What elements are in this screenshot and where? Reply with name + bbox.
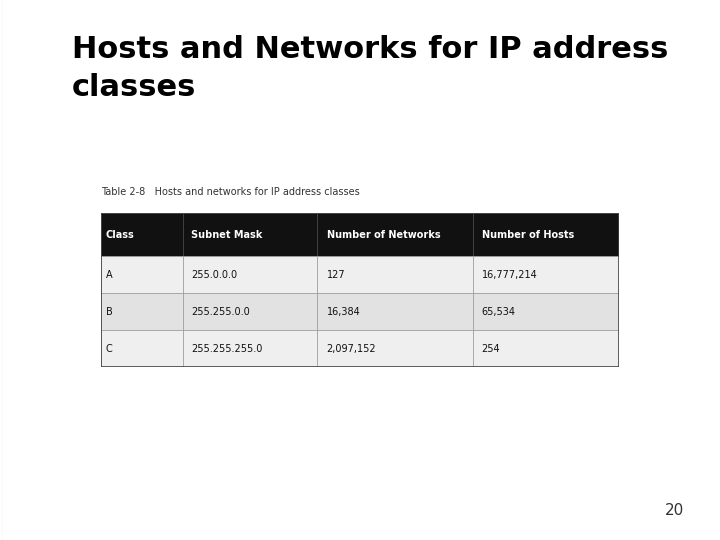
Bar — [318, 293, 473, 330]
Bar — [101, 293, 183, 330]
Bar — [183, 256, 318, 293]
Text: 127: 127 — [327, 270, 346, 280]
Text: Hosts and Networks for IP address: Hosts and Networks for IP address — [72, 35, 668, 64]
Text: B: B — [106, 307, 112, 317]
Bar — [101, 330, 183, 367]
Bar — [101, 213, 183, 256]
Bar — [318, 330, 473, 367]
Bar — [183, 330, 318, 367]
Text: Class: Class — [106, 230, 135, 240]
Text: 2,097,152: 2,097,152 — [327, 344, 377, 354]
Text: A: A — [106, 270, 112, 280]
Bar — [318, 256, 473, 293]
Text: Number of Hosts: Number of Hosts — [482, 230, 574, 240]
Bar — [101, 256, 183, 293]
Text: 255.255.255.0: 255.255.255.0 — [192, 344, 263, 354]
Text: 65,534: 65,534 — [482, 307, 516, 317]
Bar — [473, 256, 619, 293]
Text: 255.255.0.0: 255.255.0.0 — [192, 307, 250, 317]
Text: 16,384: 16,384 — [327, 307, 361, 317]
Text: 20: 20 — [665, 503, 684, 518]
Text: Number of Networks: Number of Networks — [327, 230, 440, 240]
Text: C: C — [106, 344, 112, 354]
Text: 16,777,214: 16,777,214 — [482, 270, 537, 280]
Text: 255.0.0.0: 255.0.0.0 — [192, 270, 238, 280]
Bar — [183, 293, 318, 330]
Bar — [473, 213, 619, 256]
Bar — [318, 213, 473, 256]
Text: Subnet Mask: Subnet Mask — [192, 230, 263, 240]
Text: Table 2-8   Hosts and networks for IP address classes: Table 2-8 Hosts and networks for IP addr… — [101, 187, 359, 197]
Bar — [473, 293, 619, 330]
Bar — [183, 213, 318, 256]
Bar — [473, 330, 619, 367]
Text: 254: 254 — [482, 344, 500, 354]
Text: classes: classes — [72, 73, 197, 102]
